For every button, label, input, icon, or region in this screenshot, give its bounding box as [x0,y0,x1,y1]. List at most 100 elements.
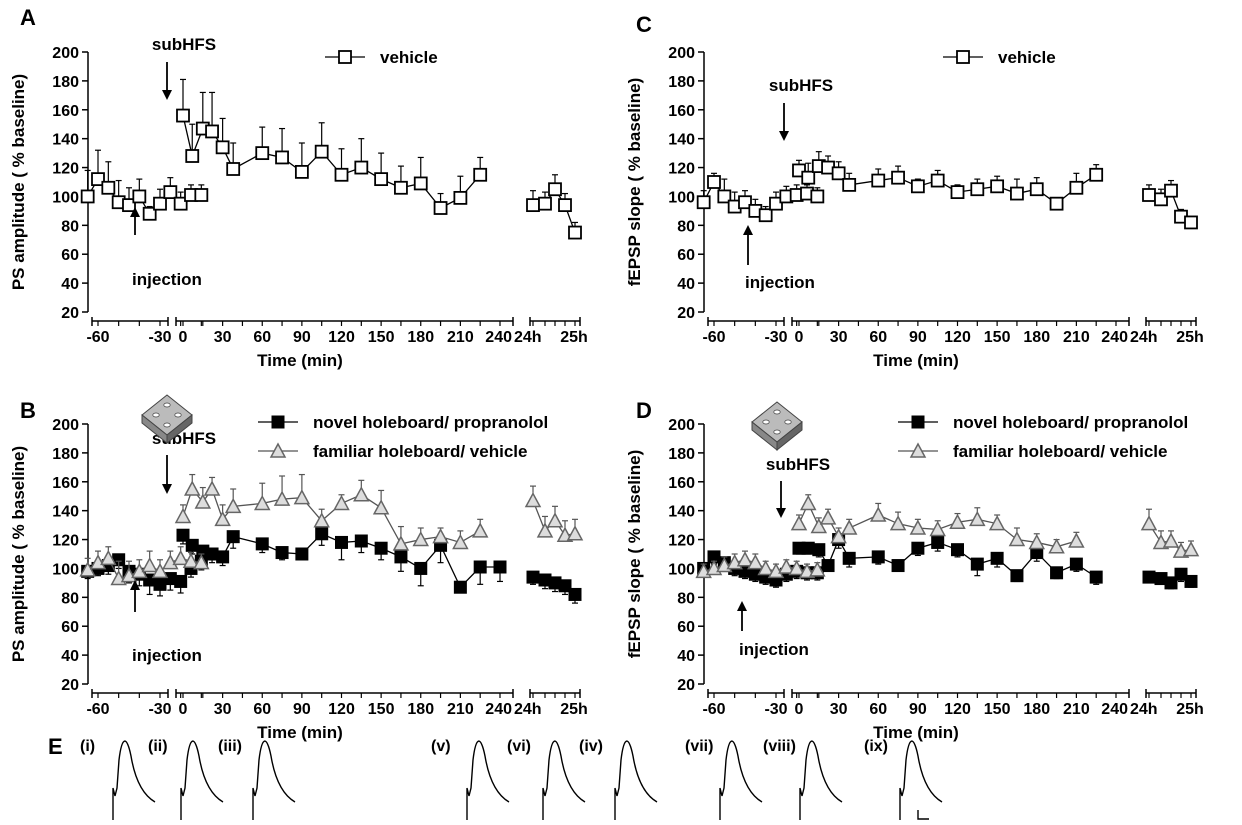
data-point [100,549,117,566]
data-point [132,189,147,204]
legend: vehicle [943,48,1056,67]
data-point [830,528,847,544]
subhfs-label: subHFS [769,76,833,95]
y-tick-label: 180 [52,74,79,91]
y-tick-label: 80 [61,590,79,607]
trace-label: (vi) [507,738,531,755]
data-point [524,491,542,508]
x-axis: -60 -30 0 30 60 90 120 150 180 210 240 24h 25h [702,689,1204,718]
x-tick-label: 60 [253,329,271,346]
panel-letter: C [636,12,652,37]
x-tick-label: 240 [1101,329,1128,346]
data-point [453,580,467,594]
y-tick-label: 160 [668,103,695,120]
y-tick-label: 120 [668,533,695,550]
x-tick-label: 240 [485,701,512,718]
data-point [891,170,905,185]
data-point [89,554,107,570]
data-point [253,494,271,511]
data-point [842,177,857,192]
data-point [293,489,311,505]
data-point [176,528,190,542]
annotations: subHFS injection [743,76,833,292]
x-tick-label: 120 [328,701,355,718]
data-point [334,167,349,182]
fepsp-trace [252,740,296,820]
legend-marker [269,442,287,458]
panel-e-traces: E (i) (ii) (iii) (v) (vi) (iv) (vii) (viii) (ix) [48,734,943,820]
legend-marker [911,415,925,429]
data-point [122,198,136,213]
y-tick-label: 160 [52,103,79,120]
data-point [758,208,773,223]
holeboard-icon [751,401,803,452]
x-tick-label: 25h [1176,329,1204,346]
y-tick-label: 80 [677,590,695,607]
injection-label: injection [739,640,809,659]
fepsp-trace [112,740,156,820]
x-tick-label: 210 [1063,329,1090,346]
y-tick-label: 140 [52,504,79,521]
data-point [738,195,752,210]
data-point [558,198,572,213]
data-point [473,560,487,574]
x-tick-label: 0 [179,329,188,346]
data-point [767,562,785,579]
data-point [568,225,582,240]
x-tick-label: 25h [560,701,588,718]
data-point [910,179,925,194]
x-tick-label: 210 [1063,701,1090,718]
data-point [394,180,408,195]
y-axis-label: fEPSP slope ( % baseline) [625,78,644,286]
data-point [526,198,540,213]
data-point [558,579,572,593]
data-point [1142,570,1156,584]
x-tick-label: -30 [764,329,787,346]
legend: novel holeboard/ propranolol familiar hol… [898,413,1188,461]
y-axis: 20 40 60 80 100 120 140 160 180 200 [668,45,705,322]
subhfs-arrowhead [779,131,789,141]
fepsp-trace [719,740,763,820]
data-point [432,528,449,544]
y-tick-label: 80 [61,218,79,235]
x-axis-label: Time (min) [873,723,959,742]
y-tick-label: 40 [61,648,79,665]
data-point [101,180,116,195]
data-point [183,480,201,496]
series-familiar-holeboard-vehicle [695,494,1200,579]
data-point [988,515,1006,531]
x-tick-label: 24h [1130,329,1158,346]
x-tick-label: -30 [148,329,171,346]
y-tick-label: 140 [52,132,79,149]
data-point [182,552,200,568]
y-tick-label: 100 [668,189,695,206]
x-tick-label: 30 [830,329,848,346]
data-point [452,533,469,550]
x-tick-label: 30 [830,701,848,718]
data-point [335,535,348,549]
data-point [931,535,945,549]
x-axis-label: Time (min) [257,351,343,370]
y-tick-label: 180 [668,446,695,463]
annotations: subHFS injection [130,35,216,289]
injection-label: injection [132,270,202,289]
data-point [869,506,887,522]
y-tick-label: 180 [52,446,79,463]
x-tick-label: 90 [293,329,311,346]
holeboard-icon [141,394,193,445]
data-point [214,510,231,527]
panel-b: B 20 40 60 80 100 120 140 160 180 200 PS amplitude … [9,394,588,742]
data-point [696,195,711,210]
x-axis-label: Time (min) [873,351,959,370]
data-point [226,162,241,176]
data-point [142,206,157,221]
y-tick-label: 60 [61,619,79,636]
holeboard-hole [762,419,770,425]
trace-label: (ii) [148,738,168,755]
data-point [493,560,507,574]
panel-d: D 20 40 60 80 100 120 140 160 180 200 fEPSP slope (… [625,398,1204,742]
x-axis-label: Time (min) [257,723,343,742]
x-tick-label: 0 [179,701,188,718]
fepsp-trace [542,740,586,820]
trace-label: (iii) [218,738,242,755]
